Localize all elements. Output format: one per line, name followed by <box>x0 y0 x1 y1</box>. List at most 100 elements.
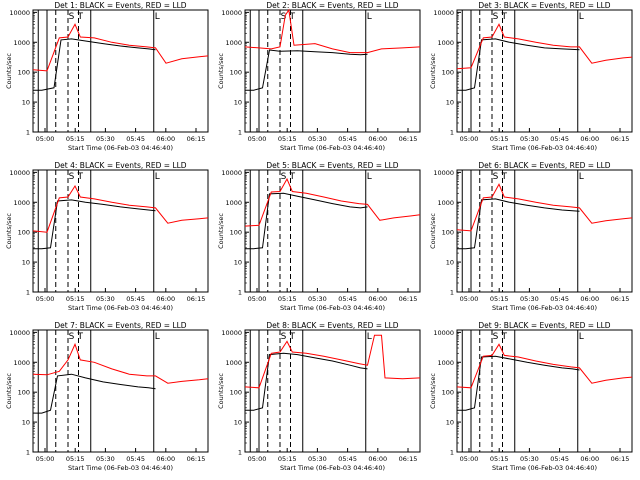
y-tick-label: 100 <box>230 389 242 397</box>
y-tick-label: 100 <box>230 69 242 77</box>
x-tick-label: 06:00 <box>580 295 599 303</box>
plot-frame <box>456 9 633 133</box>
x-tick-label: 06:00 <box>368 455 387 463</box>
y-tick-label: 1000 <box>225 39 242 47</box>
x-tick-label: 05:00 <box>36 295 55 303</box>
y-tick-label: 100 <box>18 69 30 77</box>
detector-panel: Det 6: BLACK = Events, RED = LLD 1 10 100 10… <box>429 161 633 312</box>
x-tick-label: 06:15 <box>611 295 630 303</box>
y-tick-label: 1 <box>450 449 454 457</box>
x-tick-label: 06:00 <box>368 295 387 303</box>
y-axis-label: Counts/sec <box>217 53 225 89</box>
x-axis-label: Start Time (06-Feb-03 04:46:40) <box>68 144 173 152</box>
y-tick-label: 1 <box>26 289 30 297</box>
panel-title: Det 7: BLACK = Events, RED = LLD <box>54 321 186 330</box>
series-line <box>245 49 368 91</box>
interval-marker: S <box>69 332 75 342</box>
series-line <box>32 184 209 233</box>
plot-frame <box>244 329 421 453</box>
x-tick-label: 05:00 <box>460 135 479 143</box>
interval-marker: L <box>367 172 372 182</box>
series-line <box>456 23 633 70</box>
interval-marker: L <box>367 332 372 342</box>
y-tick-label: 10000 <box>433 169 454 177</box>
series-line <box>457 38 580 91</box>
detector-panel: Det 4: BLACK = Events, RED = LLD 1 10 100 10… <box>5 161 209 312</box>
x-tick-label: 06:15 <box>187 135 206 143</box>
x-tick-label: 05:00 <box>36 135 55 143</box>
x-tick-label: 05:30 <box>96 135 115 143</box>
panel-title: Det 9: BLACK = Events, RED = LLD <box>478 321 610 330</box>
x-tick-label: 06:15 <box>187 295 206 303</box>
series-line <box>456 183 633 232</box>
x-axis-label: Start Time (06-Feb-03 04:46:40) <box>492 144 597 152</box>
x-tick-label: 06:00 <box>156 455 175 463</box>
x-tick-label: 05:30 <box>308 295 327 303</box>
interval-marker: T <box>289 172 296 182</box>
y-tick-label: 1000 <box>437 39 454 47</box>
detector-panel: Det 9: BLACK = Events, RED = LLD 1 10 100 10… <box>429 321 633 472</box>
y-tick-label: 10 <box>446 259 454 267</box>
x-tick-label: 06:15 <box>399 455 418 463</box>
y-tick-label: 10000 <box>433 9 454 17</box>
x-tick-label: 06:00 <box>580 455 599 463</box>
y-tick-label: 10000 <box>9 169 30 177</box>
y-tick-label: 10 <box>446 99 454 107</box>
detector-panel: Det 7: BLACK = Events, RED = LLD 1 10 100 10… <box>5 321 209 472</box>
interval-marker: L <box>367 12 372 22</box>
x-tick-label: 06:00 <box>368 135 387 143</box>
y-axis-label: Counts/sec <box>5 53 13 89</box>
interval-marker: S <box>281 12 287 22</box>
x-axis-label: Start Time (06-Feb-03 04:46:40) <box>280 144 385 152</box>
y-tick-label: 10 <box>234 419 242 427</box>
interval-marker: T <box>77 172 84 182</box>
x-tick-label: 05:00 <box>36 455 55 463</box>
series-line <box>32 342 209 384</box>
y-tick-label: 1000 <box>437 359 454 367</box>
panel-title: Det 6: BLACK = Events, RED = LLD <box>478 161 610 170</box>
y-tick-label: 10000 <box>433 329 454 337</box>
y-tick-label: 10 <box>22 99 30 107</box>
y-axis-label: Counts/sec <box>217 213 225 249</box>
plot-frame <box>456 169 633 293</box>
y-tick-label: 10 <box>446 419 454 427</box>
series-line <box>244 8 421 54</box>
x-tick-label: 05:30 <box>520 295 539 303</box>
x-tick-label: 05:15 <box>490 295 509 303</box>
y-tick-label: 100 <box>442 389 454 397</box>
interval-marker: L <box>155 172 160 182</box>
series-line <box>32 23 209 72</box>
x-axis-label: Start Time (06-Feb-03 04:46:40) <box>280 464 385 472</box>
y-tick-label: 100 <box>18 389 30 397</box>
x-axis-label: Start Time (06-Feb-03 04:46:40) <box>68 464 173 472</box>
interval-marker: S <box>69 172 75 182</box>
y-tick-label: 100 <box>442 69 454 77</box>
y-axis-label: Counts/sec <box>5 373 13 409</box>
y-axis-label: Counts/sec <box>5 213 13 249</box>
x-axis-label: Start Time (06-Feb-03 04:46:40) <box>280 304 385 312</box>
plot-frame <box>456 329 633 453</box>
y-tick-label: 10 <box>234 99 242 107</box>
x-tick-label: 05:30 <box>96 295 115 303</box>
y-tick-label: 100 <box>18 229 30 237</box>
x-tick-label: 05:15 <box>66 455 85 463</box>
x-tick-label: 05:15 <box>278 135 297 143</box>
x-tick-label: 05:00 <box>248 295 267 303</box>
y-tick-label: 1 <box>450 289 454 297</box>
interval-marker: T <box>501 332 508 342</box>
plot-frame <box>244 9 421 133</box>
x-tick-label: 05:30 <box>520 455 539 463</box>
x-tick-label: 05:15 <box>66 135 85 143</box>
detector-panel: Det 3: BLACK = Events, RED = LLD 1 10 100 10… <box>429 1 633 152</box>
x-tick-label: 05:30 <box>308 455 327 463</box>
y-axis-label: Counts/sec <box>429 213 437 249</box>
interval-marker: L <box>155 12 160 22</box>
interval-marker: S <box>281 172 287 182</box>
y-tick-label: 10000 <box>9 9 30 17</box>
x-tick-label: 05:00 <box>248 455 267 463</box>
x-tick-label: 05:30 <box>96 455 115 463</box>
x-tick-label: 05:30 <box>308 135 327 143</box>
interval-marker: L <box>579 172 584 182</box>
x-tick-label: 06:00 <box>580 135 599 143</box>
series-line <box>33 373 156 414</box>
